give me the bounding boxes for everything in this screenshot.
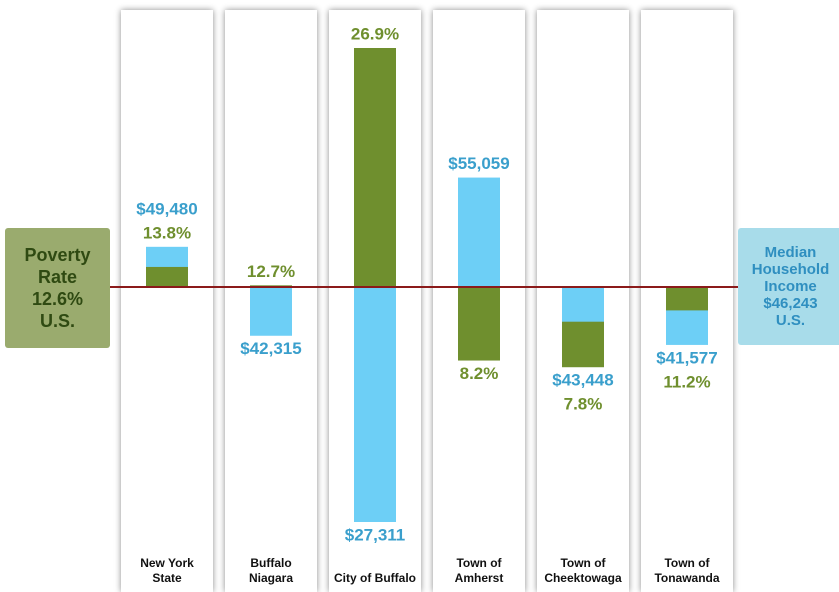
value-label: 7.8% bbox=[564, 395, 603, 414]
value-label: 26.9% bbox=[351, 24, 399, 43]
bar bbox=[146, 266, 188, 287]
category-label: City of Buffalo bbox=[334, 571, 416, 585]
reference-label: U.S. bbox=[39, 311, 75, 331]
value-label: $43,448 bbox=[552, 371, 613, 390]
category-label: Town of Cheektowaga bbox=[544, 556, 622, 585]
category-label: New York State bbox=[140, 556, 194, 585]
bar bbox=[562, 287, 604, 322]
value-label: 8.2% bbox=[460, 364, 499, 383]
value-label: $55,059 bbox=[448, 154, 509, 173]
value-label: 13.8% bbox=[143, 223, 191, 242]
poverty-title: Poverty Rate bbox=[24, 245, 91, 287]
category-label: Buffalo Niagara bbox=[248, 556, 294, 585]
bar bbox=[354, 48, 396, 287]
value-label: $42,315 bbox=[240, 339, 301, 358]
value-label: 11.2% bbox=[663, 372, 710, 391]
value-label: 12.7% bbox=[247, 262, 295, 281]
poverty-baseline: 12.6% bbox=[31, 289, 84, 309]
reference-label: U.S. bbox=[775, 312, 806, 329]
income-reference: Median Household Income $46,243 U.S. bbox=[738, 228, 839, 345]
income-baseline: $46,243 bbox=[763, 295, 818, 312]
bar bbox=[458, 287, 500, 361]
value-label: $27,311 bbox=[345, 525, 406, 544]
bar bbox=[354, 287, 396, 522]
bar bbox=[250, 287, 292, 336]
category-label: Town of Tonawanda bbox=[654, 556, 720, 585]
category-label: Town of Amherst bbox=[454, 556, 504, 585]
income-title: Median Household Income bbox=[751, 244, 830, 295]
bar bbox=[666, 287, 708, 311]
value-label: $41,577 bbox=[656, 348, 717, 367]
poverty-reference: Poverty Rate 12.6% U.S. bbox=[5, 228, 110, 348]
value-label: $49,480 bbox=[136, 199, 197, 218]
bar bbox=[458, 177, 500, 287]
column-panel: New York State bbox=[121, 10, 213, 592]
